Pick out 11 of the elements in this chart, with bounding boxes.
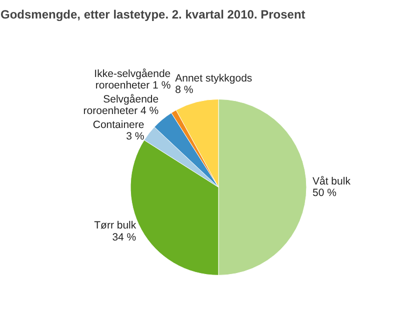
data-label: 34 % bbox=[112, 231, 136, 244]
slice-label: Annet stykkgods bbox=[175, 72, 252, 84]
slice-label: Tørr bulk bbox=[94, 220, 137, 232]
data-label: 50 % bbox=[312, 187, 336, 200]
data-label: 3 % bbox=[126, 130, 144, 143]
slice-label: Containere bbox=[92, 118, 144, 131]
slice-label: Våt bulk bbox=[312, 175, 352, 188]
slice-label: Ikke-selvgående roroenheter 1 % bbox=[94, 68, 171, 92]
data-label: 8 % bbox=[175, 84, 194, 96]
chart-title: Godsmengde, etter lastetype. 2. kvartal 2010. Prosent bbox=[0, 8, 306, 22]
slice-label: Selvgående roroenheter 4 % bbox=[83, 93, 159, 118]
